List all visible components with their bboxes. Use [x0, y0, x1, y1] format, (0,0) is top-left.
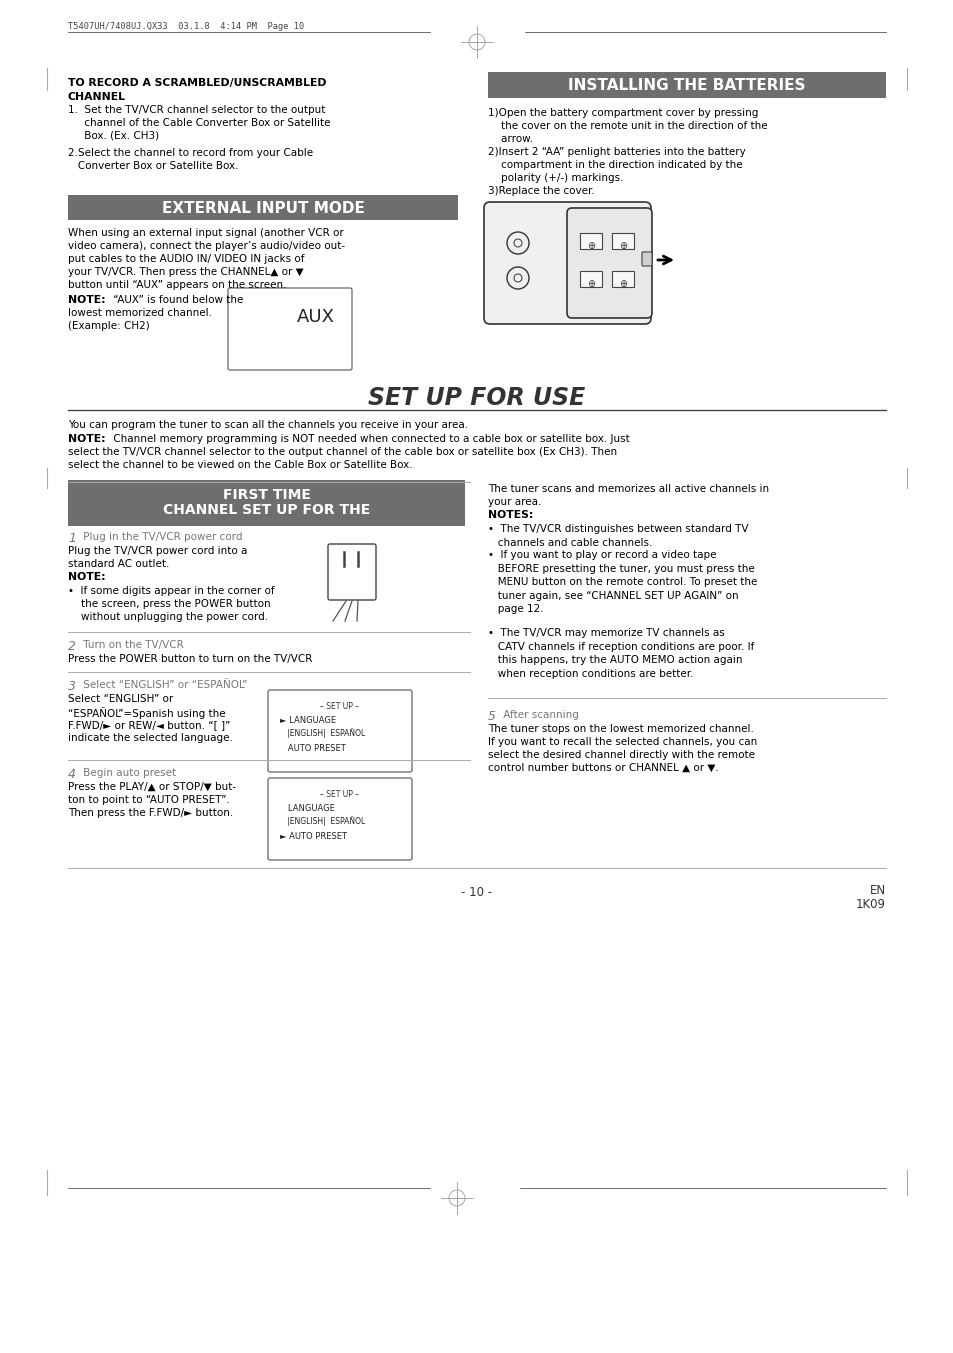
Text: button until “AUX” appears on the screen.: button until “AUX” appears on the screen… [68, 280, 286, 290]
Text: LANGUAGE: LANGUAGE [280, 804, 335, 813]
Text: – SET UP –: – SET UP – [320, 702, 359, 710]
Text: 1K09: 1K09 [855, 898, 885, 911]
Text: Turn on the TV/VCR: Turn on the TV/VCR [80, 640, 184, 649]
Text: 1)Open the battery compartment cover by pressing: 1)Open the battery compartment cover by … [488, 108, 758, 118]
Text: |ENGLISH|  ESPAÑOL: |ENGLISH| ESPAÑOL [280, 816, 365, 825]
Text: •  If you want to play or record a video tape
   BEFORE presetting the tuner, yo: • If you want to play or record a video … [488, 551, 757, 614]
Bar [579, 233, 601, 249]
Text: SET UP FOR USE: SET UP FOR USE [368, 386, 585, 410]
Text: ⊕: ⊕ [618, 241, 626, 252]
Text: AUTO PRESET: AUTO PRESET [280, 744, 345, 754]
FancyBboxPatch shape [228, 288, 352, 369]
Text: without unplugging the power cord.: without unplugging the power cord. [68, 612, 268, 622]
Text: CHANNEL SET UP FOR THE: CHANNEL SET UP FOR THE [163, 503, 370, 517]
Text: ton to point to “AUTO PRESET”.: ton to point to “AUTO PRESET”. [68, 796, 230, 805]
Text: NOTE:: NOTE: [68, 295, 106, 304]
Text: NOTES:: NOTES: [488, 510, 533, 520]
Text: put cables to the AUDIO IN/ VIDEO IN jacks of: put cables to the AUDIO IN/ VIDEO IN jac… [68, 254, 304, 264]
Text: Box. (Ex. CH3): Box. (Ex. CH3) [68, 131, 159, 141]
Text: AUX: AUX [296, 308, 335, 326]
Text: After scanning: After scanning [499, 710, 578, 720]
Bar [579, 271, 601, 287]
Text: When using an external input signal (another VCR or: When using an external input signal (ano… [68, 229, 343, 238]
Text: ► LANGUAGE: ► LANGUAGE [280, 716, 335, 725]
Text: - 10 -: - 10 - [461, 886, 492, 898]
Text: CHANNEL: CHANNEL [68, 92, 126, 101]
Text: select the desired channel directly with the remote: select the desired channel directly with… [488, 750, 754, 760]
Text: Begin auto preset: Begin auto preset [80, 769, 176, 778]
Text: Converter Box or Satellite Box.: Converter Box or Satellite Box. [68, 161, 238, 170]
Text: 2.Select the channel to record from your Cable: 2.Select the channel to record from your… [68, 147, 313, 158]
Bar [68, 195, 457, 221]
Text: •  If some digits appear in the corner of: • If some digits appear in the corner of [68, 586, 274, 597]
Text: compartment in the direction indicated by the: compartment in the direction indicated b… [488, 160, 741, 170]
FancyBboxPatch shape [641, 252, 651, 267]
Bar [488, 72, 885, 97]
Text: 4: 4 [68, 769, 76, 781]
Text: The tuner scans and memorizes all active channels in: The tuner scans and memorizes all active… [488, 484, 768, 494]
Text: channel of the Cable Converter Box or Satellite: channel of the Cable Converter Box or Sa… [68, 118, 330, 129]
Text: The tuner stops on the lowest memorized channel.: The tuner stops on the lowest memorized … [488, 724, 753, 733]
Text: ⊕: ⊕ [586, 279, 595, 290]
Text: control number buttons or CHANNEL ▲ or ▼.: control number buttons or CHANNEL ▲ or ▼… [488, 763, 718, 773]
Text: your area.: your area. [488, 497, 540, 507]
Bar [612, 233, 634, 249]
FancyBboxPatch shape [566, 208, 651, 318]
Bar [612, 271, 634, 287]
Text: polarity (+/-) markings.: polarity (+/-) markings. [488, 173, 623, 183]
Text: Select “ENGLISH” or “ESPAÑOL”: Select “ENGLISH” or “ESPAÑOL” [80, 681, 247, 690]
Text: F.FWD/► or REW/◄ button. “[ ]”: F.FWD/► or REW/◄ button. “[ ]” [68, 720, 230, 731]
FancyBboxPatch shape [328, 544, 375, 599]
Text: •  The TV/VCR may memorize TV channels as
   CATV channels if reception conditio: • The TV/VCR may memorize TV channels as… [488, 628, 754, 679]
Text: Plug in the TV/VCR power cord: Plug in the TV/VCR power cord [80, 532, 242, 543]
Text: FIRST TIME: FIRST TIME [222, 488, 310, 502]
Text: INSTALLING THE BATTERIES: INSTALLING THE BATTERIES [568, 78, 805, 93]
Text: 3)Replace the cover.: 3)Replace the cover. [488, 185, 594, 196]
Text: Select “ENGLISH” or: Select “ENGLISH” or [68, 694, 173, 704]
FancyBboxPatch shape [268, 778, 412, 861]
Text: ► AUTO PRESET: ► AUTO PRESET [280, 832, 347, 842]
Text: Channel memory programming is NOT needed when connected to a cable box or satell: Channel memory programming is NOT needed… [110, 434, 629, 444]
Text: You can program the tuner to scan all the channels you receive in your area.: You can program the tuner to scan all th… [68, 419, 468, 430]
Text: arrow.: arrow. [488, 134, 533, 143]
Text: Press the POWER button to turn on the TV/VCR: Press the POWER button to turn on the TV… [68, 653, 312, 664]
Text: EN: EN [869, 884, 885, 897]
Text: If you want to recall the selected channels, you can: If you want to recall the selected chann… [488, 737, 757, 747]
Text: TO RECORD A SCRAMBLED/UNSCRAMBLED: TO RECORD A SCRAMBLED/UNSCRAMBLED [68, 78, 326, 88]
Text: the screen, press the POWER button: the screen, press the POWER button [68, 599, 271, 609]
Text: Plug the TV/VCR power cord into a: Plug the TV/VCR power cord into a [68, 547, 247, 556]
Text: the cover on the remote unit in the direction of the: the cover on the remote unit in the dire… [488, 120, 767, 131]
Text: ⊕: ⊕ [618, 279, 626, 290]
Text: “ESPAÑOL”=Spanish using the: “ESPAÑOL”=Spanish using the [68, 708, 226, 718]
Text: 2)Insert 2 “AA” penlight batteries into the battery: 2)Insert 2 “AA” penlight batteries into … [488, 147, 745, 157]
Bar [68, 480, 464, 526]
Text: 3: 3 [68, 681, 76, 693]
Text: lowest memorized channel.: lowest memorized channel. [68, 308, 212, 318]
Text: indicate the selected language.: indicate the selected language. [68, 733, 233, 743]
Text: your TV/VCR. Then press the CHANNEL▲ or ▼: your TV/VCR. Then press the CHANNEL▲ or … [68, 267, 303, 277]
Text: Then press the F.FWD/► button.: Then press the F.FWD/► button. [68, 808, 233, 819]
Text: ⊕: ⊕ [586, 241, 595, 252]
Text: NOTE:: NOTE: [68, 434, 106, 444]
Text: select the TV/VCR channel selector to the output channel of the cable box or sat: select the TV/VCR channel selector to th… [68, 446, 617, 457]
Text: “AUX” is found below the: “AUX” is found below the [110, 295, 243, 304]
FancyBboxPatch shape [268, 690, 412, 773]
Text: 5: 5 [488, 710, 496, 723]
Text: select the channel to be viewed on the Cable Box or Satellite Box.: select the channel to be viewed on the C… [68, 460, 413, 469]
Text: T5407UH/7408UJ.QX33  03.1.8  4:14 PM  Page 10: T5407UH/7408UJ.QX33 03.1.8 4:14 PM Page … [68, 22, 304, 31]
Text: EXTERNAL INPUT MODE: EXTERNAL INPUT MODE [161, 202, 364, 216]
Text: – SET UP –: – SET UP – [320, 790, 359, 800]
FancyBboxPatch shape [483, 202, 650, 323]
Text: Press the PLAY/▲ or STOP/▼ but-: Press the PLAY/▲ or STOP/▼ but- [68, 782, 236, 792]
Text: 1: 1 [68, 532, 76, 545]
Text: 1.  Set the TV/VCR channel selector to the output: 1. Set the TV/VCR channel selector to th… [68, 106, 325, 115]
Text: NOTE:: NOTE: [68, 572, 106, 582]
Text: •  The TV/VCR distinguishes between standard TV
   channels and cable channels.: • The TV/VCR distinguishes between stand… [488, 524, 748, 548]
Text: |ENGLISH|  ESPAÑOL: |ENGLISH| ESPAÑOL [280, 728, 365, 737]
Text: 2: 2 [68, 640, 76, 653]
Text: standard AC outlet.: standard AC outlet. [68, 559, 170, 570]
Text: video camera), connect the player’s audio/video out-: video camera), connect the player’s audi… [68, 241, 345, 252]
Text: (Example: CH2): (Example: CH2) [68, 321, 150, 331]
